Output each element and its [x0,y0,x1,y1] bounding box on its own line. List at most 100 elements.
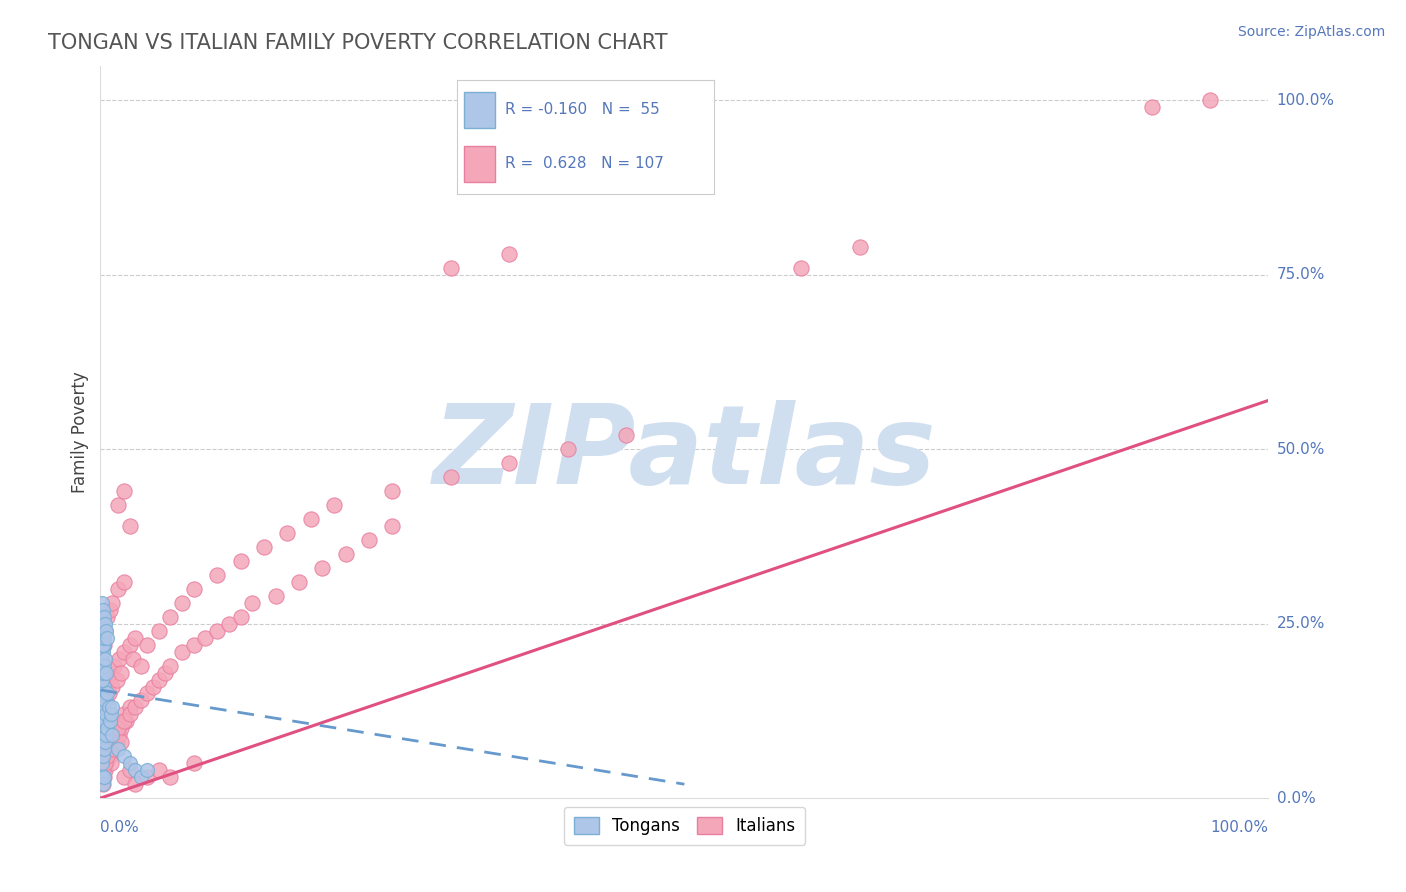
Point [93,638,115,652]
Point [172,645,194,659]
Point [118,707,141,722]
Point [159,770,181,784]
Legend: Tongans, Italians: Tongans, Italians [564,806,806,845]
Point [91,616,114,631]
Y-axis label: Family Poverty: Family Poverty [72,371,89,492]
Point [94,616,117,631]
Point [91,645,114,659]
Point [118,519,141,533]
Point [110,735,132,749]
Point [96,631,118,645]
Point [124,763,146,777]
Point [183,756,205,771]
Text: 100.0%: 100.0% [1277,93,1334,108]
Point [104,722,127,736]
Point [96,749,118,764]
Point [148,763,170,777]
Point [96,742,118,756]
Point [1199,94,1222,108]
Text: 100.0%: 100.0% [1211,820,1268,835]
Point [91,777,114,791]
Point [129,658,152,673]
Point [96,693,118,707]
Point [94,714,117,729]
Point [90,707,112,722]
Point [98,749,121,764]
Point [93,770,115,784]
Point [118,638,141,652]
Text: 50.0%: 50.0% [1277,442,1324,457]
Point [91,603,114,617]
Point [148,673,170,687]
Point [90,596,112,610]
Point [159,609,181,624]
Point [96,609,118,624]
Point [93,722,115,736]
Point [90,735,112,749]
Point [124,700,146,714]
Point [440,470,463,484]
Point [90,686,112,700]
Point [107,714,129,729]
Point [96,673,118,687]
Point [107,742,129,756]
Point [112,770,135,784]
Point [112,645,135,659]
Point [105,735,128,749]
Point [183,638,205,652]
Point [112,484,135,499]
Point [93,700,115,714]
Point [110,665,132,680]
Point [94,735,117,749]
Point [253,540,276,554]
Point [122,651,145,665]
Point [94,763,117,777]
Point [112,707,135,722]
Point [91,777,114,791]
Point [101,700,124,714]
Point [91,728,114,742]
Point [614,428,637,442]
Point [183,582,205,596]
Point [96,665,118,680]
Point [105,673,128,687]
Text: ZIPatlas: ZIPatlas [433,401,936,508]
Point [90,756,112,771]
Point [97,686,120,700]
Point [288,574,311,589]
Point [112,714,135,729]
Point [93,770,115,784]
Point [93,680,115,694]
Point [107,582,129,596]
Point [93,658,115,673]
Point [96,722,118,736]
Point [94,651,117,665]
Point [218,616,240,631]
Point [90,631,112,645]
Point [101,728,124,742]
Point [557,442,579,457]
Point [498,247,520,261]
Point [94,756,117,771]
Point [93,749,115,764]
Point [194,631,217,645]
Point [323,498,346,512]
Point [96,624,118,638]
Point [115,714,138,729]
Point [98,735,121,749]
Point [93,609,115,624]
Point [311,561,333,575]
Point [91,749,114,764]
Point [101,735,124,749]
Point [98,714,121,729]
Point [118,763,141,777]
Point [91,693,114,707]
Text: TONGAN VS ITALIAN FAMILY POVERTY CORRELATION CHART: TONGAN VS ITALIAN FAMILY POVERTY CORRELA… [48,33,668,53]
Point [94,693,117,707]
Point [110,722,132,736]
Point [335,547,357,561]
Point [96,728,118,742]
Point [124,777,146,791]
Point [107,722,129,736]
Point [108,651,131,665]
